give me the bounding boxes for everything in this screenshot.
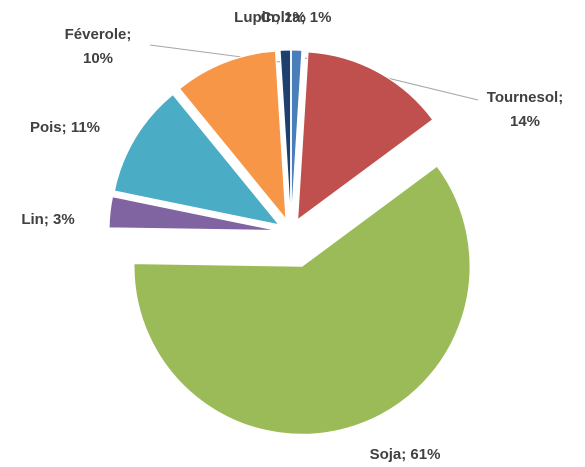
pie-slice [178,50,287,221]
slice-label: Lin; 3% [21,211,75,228]
pie-slice [297,51,434,221]
pie-slice [108,196,278,231]
pie-slice [113,93,281,226]
slice-label: Tournesol; 14% [486,89,564,130]
pie-slice [290,49,303,219]
slice-label: Lupin; 1% [234,9,306,26]
slice-label: Colza; 1% [260,9,332,26]
slice-label: Pois; 11% [29,119,101,136]
pie-slice [133,165,471,435]
pie-slice [279,49,292,219]
slice-label: Soja; 61% [369,446,441,463]
slice-label: Féverole; 10% [64,26,132,67]
